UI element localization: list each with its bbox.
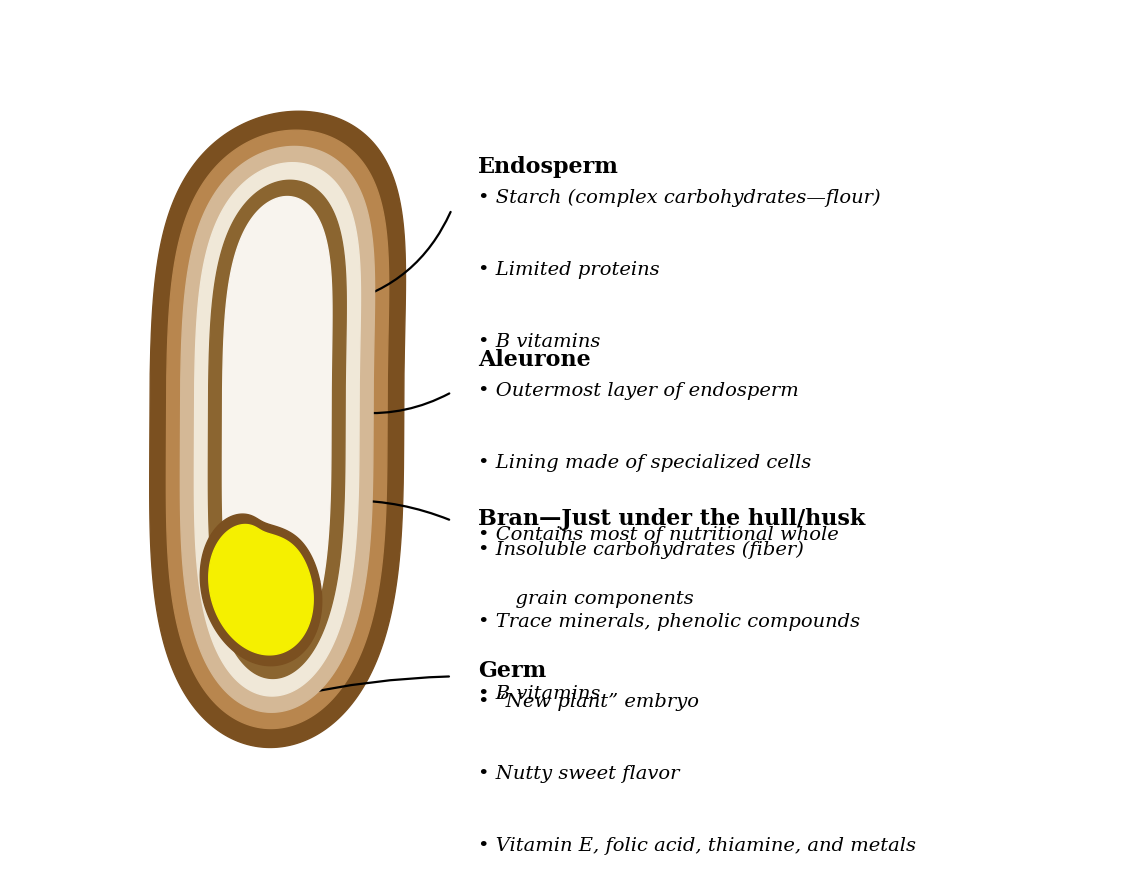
Text: Aleurone: Aleurone — [478, 349, 590, 371]
Text: Bran—Just under the hull/husk: Bran—Just under the hull/husk — [478, 507, 865, 529]
Text: • Outermost layer of endosperm: • Outermost layer of endosperm — [478, 381, 798, 399]
Text: • Vitamin E, folic acid, thiamine, and metals: • Vitamin E, folic acid, thiamine, and m… — [478, 836, 916, 854]
Text: grain components: grain components — [478, 589, 693, 608]
Text: Endosperm: Endosperm — [478, 156, 619, 178]
Polygon shape — [166, 131, 388, 729]
Polygon shape — [222, 198, 332, 662]
Text: • B vitamins: • B vitamins — [478, 333, 601, 350]
Text: Germ: Germ — [478, 659, 546, 681]
Text: • Lining made of specialized cells: • Lining made of specialized cells — [478, 453, 812, 471]
Text: • Nutty sweet flavor: • Nutty sweet flavor — [478, 764, 680, 782]
Text: • Trace minerals, phenolic compounds: • Trace minerals, phenolic compounds — [478, 612, 860, 630]
Polygon shape — [194, 163, 360, 696]
Polygon shape — [200, 515, 322, 666]
Polygon shape — [209, 181, 347, 679]
Text: • Insoluble carbohydrates (fiber): • Insoluble carbohydrates (fiber) — [478, 540, 804, 558]
Polygon shape — [181, 148, 375, 712]
Text: • B vitamins: • B vitamins — [478, 684, 601, 702]
Text: • Limited proteins: • Limited proteins — [478, 261, 659, 278]
Text: • Contains most of nutritional whole: • Contains most of nutritional whole — [478, 525, 839, 543]
Text: • Starch (complex carbohydrates—flour): • Starch (complex carbohydrates—flour) — [478, 189, 881, 206]
Text: • “New plant” embryo: • “New plant” embryo — [478, 692, 699, 710]
Polygon shape — [150, 112, 405, 747]
Polygon shape — [209, 525, 313, 655]
